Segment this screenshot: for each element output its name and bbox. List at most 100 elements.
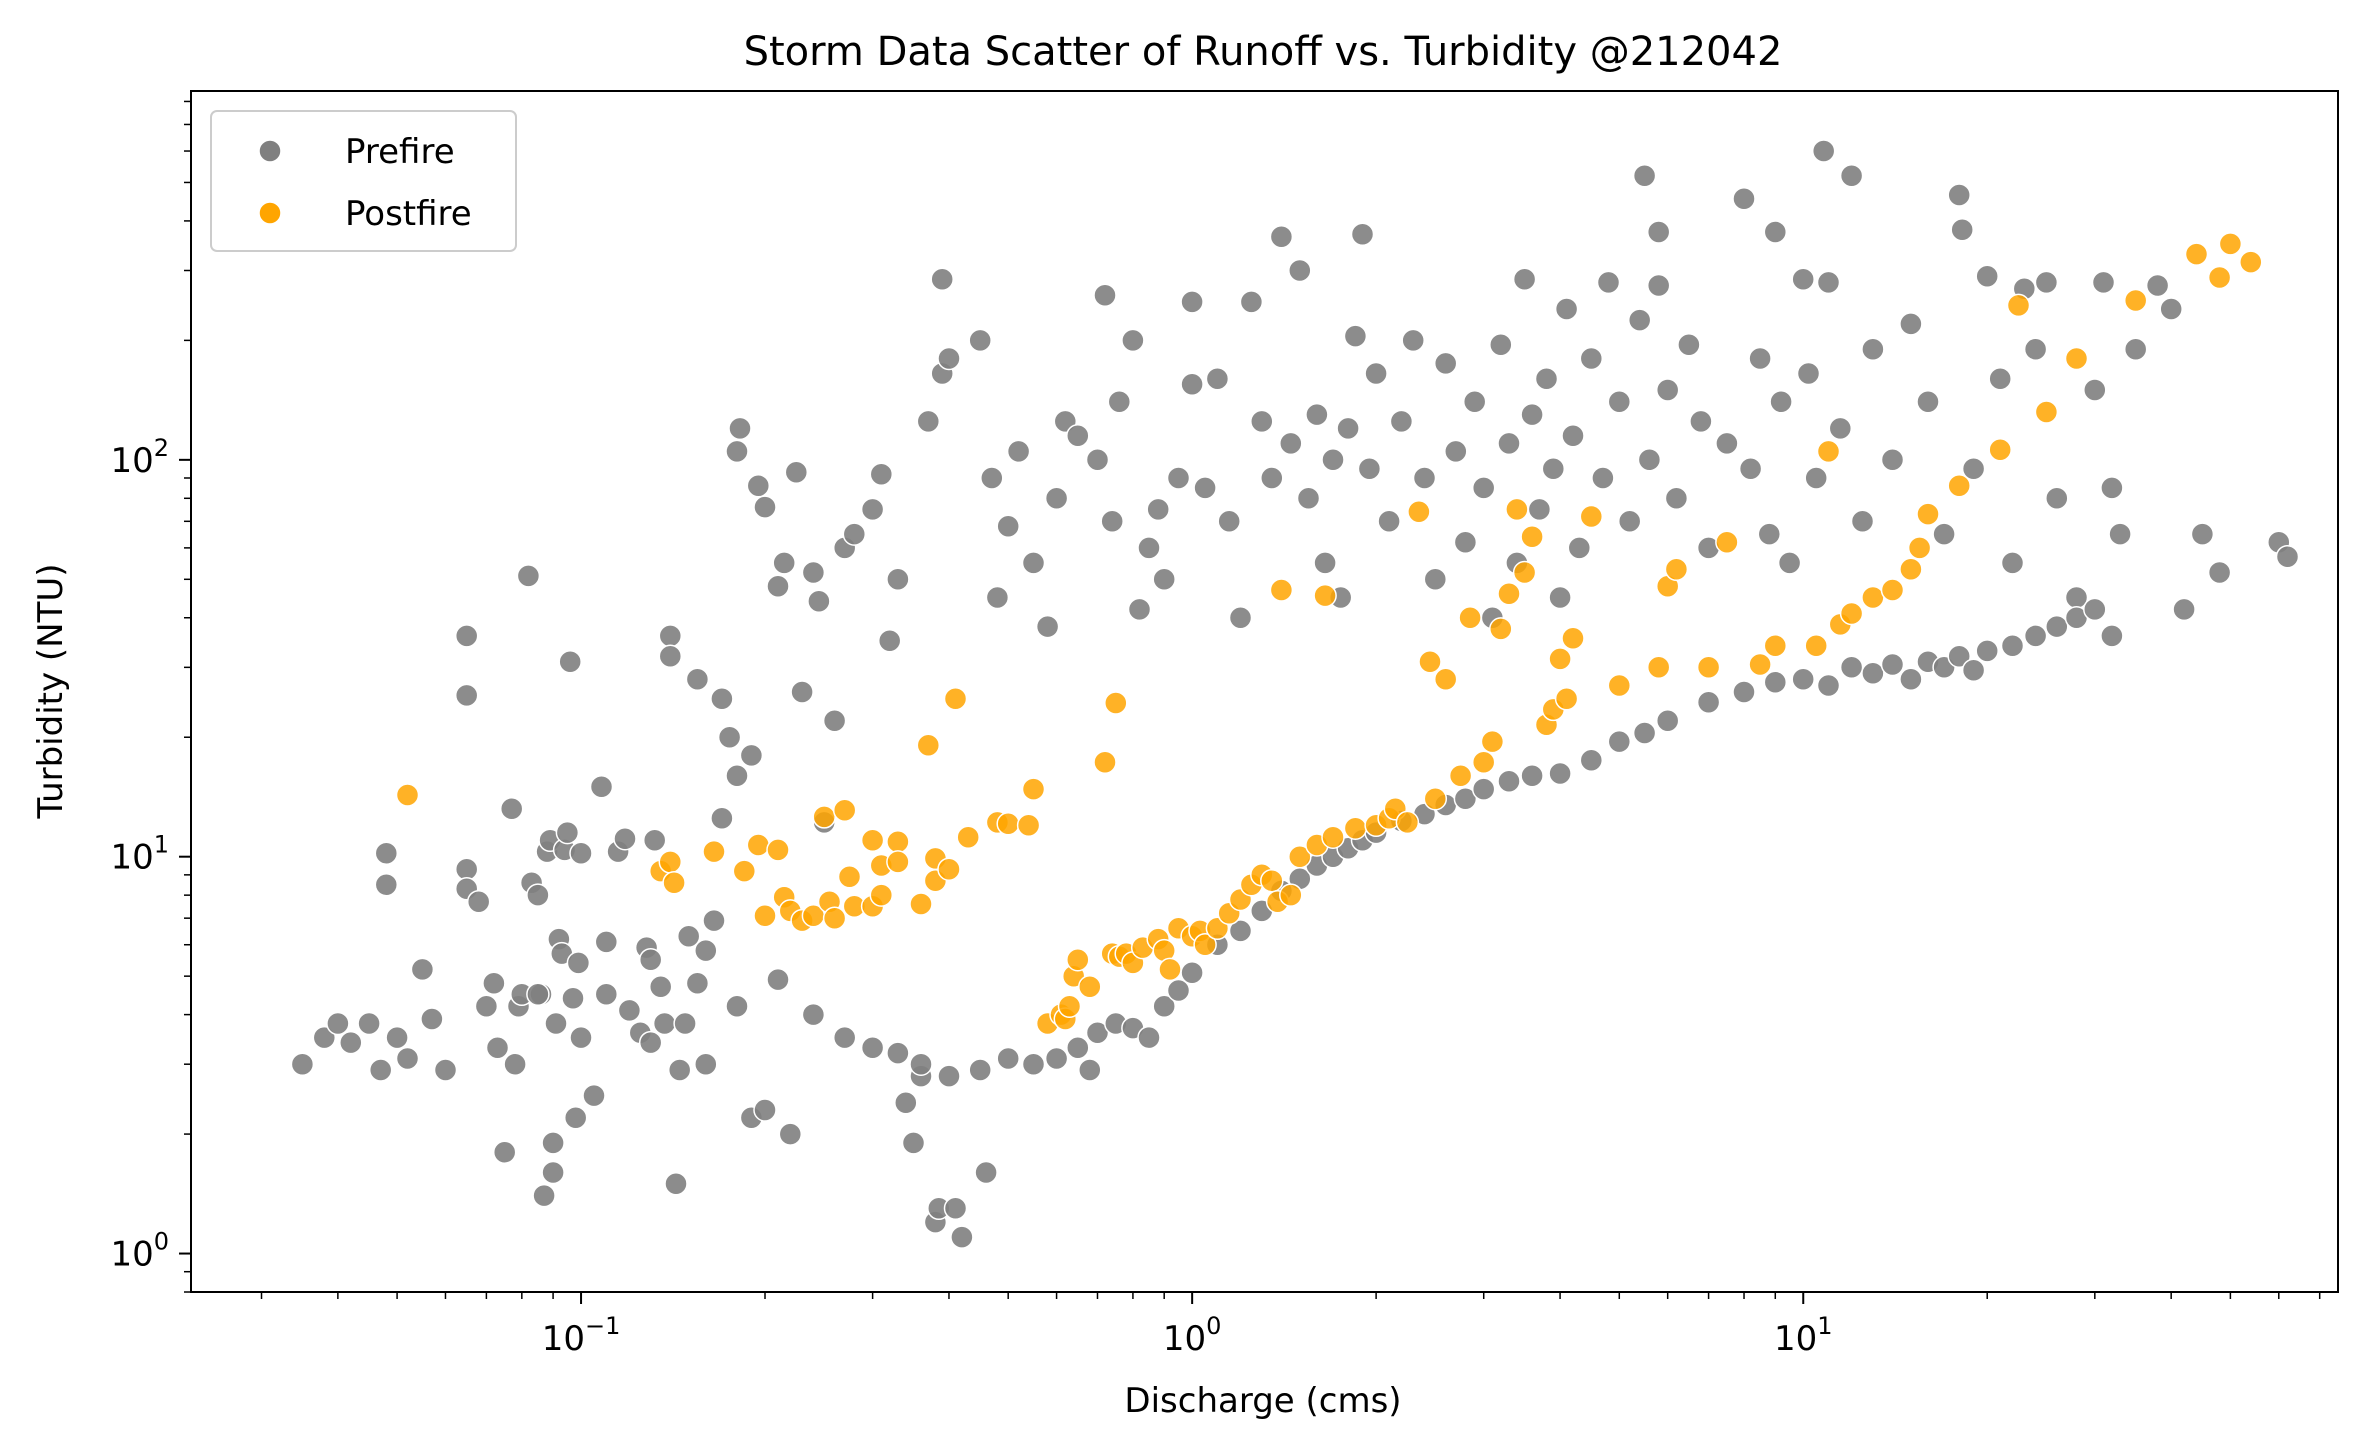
point-prefire-164 [1541, 456, 1566, 481]
point-prefire-119 [1127, 597, 1152, 622]
point-prefire-133 [1269, 224, 1294, 249]
point-prefire-292 [2023, 624, 2048, 648]
point-prefire-192 [1791, 267, 1815, 292]
point-prefire-276 [1655, 709, 1680, 733]
point-prefire-103 [974, 1160, 998, 1185]
point-postfire-16 [832, 798, 857, 822]
point-prefire-75 [753, 1098, 777, 1122]
x-tick-label: 101 [1774, 1312, 1833, 1359]
point-prefire-157 [1489, 332, 1513, 357]
point-postfire-99 [1715, 530, 1739, 554]
point-prefire-296 [2100, 624, 2124, 648]
point-postfire-111 [1947, 474, 1971, 498]
point-prefire-191 [1777, 551, 1802, 575]
point-postfire-94 [1607, 673, 1632, 698]
point-prefire-67 [717, 725, 742, 749]
point-prefire-247 [1066, 1036, 1090, 1060]
point-prefire-290 [1975, 639, 1999, 663]
point-prefire-18 [492, 1140, 517, 1164]
point-prefire-47 [613, 826, 637, 851]
point-postfire-29 [937, 857, 961, 881]
point-prefire-270 [1497, 769, 1521, 793]
point-prefire-106 [996, 514, 1020, 539]
point-prefire-174 [1627, 308, 1652, 332]
point-prefire-13 [454, 857, 479, 881]
point-prefire-219 [2108, 522, 2132, 546]
plot-frame [190, 90, 2339, 1293]
point-prefire-152 [1444, 439, 1468, 464]
point-prefire-186 [1738, 456, 1763, 481]
point-prefire-90 [886, 567, 910, 592]
point-prefire-167 [1561, 424, 1585, 448]
point-prefire-108 [1021, 551, 1046, 575]
point-postfire-109 [1907, 536, 1932, 560]
point-prefire-204 [1932, 522, 1956, 546]
point-postfire-97 [1664, 557, 1689, 582]
point-prefire-3 [339, 1030, 363, 1055]
point-prefire-295 [2083, 597, 2107, 622]
point-prefire-256 [1228, 919, 1253, 943]
x-tick-label: 100 [1163, 1312, 1222, 1359]
point-prefire-229 [395, 1046, 420, 1071]
point-prefire-189 [1763, 220, 1788, 244]
point-prefire-63 [694, 1052, 718, 1076]
point-prefire-92 [901, 1131, 926, 1155]
point-prefire-88 [869, 462, 894, 486]
point-prefire-283 [1861, 661, 1885, 685]
point-prefire-168 [1567, 536, 1592, 560]
legend-label-postfire: Postfire [345, 194, 472, 234]
point-prefire-271 [1520, 763, 1544, 788]
point-postfire-3 [662, 870, 686, 895]
point-prefire-278 [1732, 680, 1756, 704]
point-prefire-114 [1085, 448, 1110, 472]
point-postfire-105 [1839, 601, 1864, 626]
point-prefire-94 [916, 409, 941, 434]
point-prefire-182 [1689, 409, 1713, 434]
point-prefire-112 [1066, 424, 1090, 448]
legend: Prefire Postfire [210, 110, 517, 252]
point-prefire-217 [2091, 270, 2116, 295]
point-postfire-8 [766, 838, 790, 862]
point-prefire-0 [290, 1052, 315, 1076]
point-prefire-60 [676, 924, 701, 949]
point-prefire-153 [1453, 530, 1478, 554]
point-prefire-8 [410, 957, 435, 982]
point-prefire-198 [1839, 163, 1864, 188]
point-prefire-69 [728, 416, 752, 441]
point-prefire-199 [1850, 509, 1875, 534]
point-prefire-135 [1288, 258, 1312, 283]
point-prefire-143 [1350, 222, 1375, 247]
series-prefire [290, 139, 2300, 1249]
point-prefire-138 [1313, 551, 1337, 575]
point-prefire-190 [1769, 390, 1793, 414]
point-prefire-239 [860, 1036, 885, 1060]
point-prefire-281 [1816, 673, 1841, 698]
point-postfire-100 [1748, 652, 1772, 677]
point-prefire-248 [1085, 1021, 1110, 1045]
point-prefire-15 [466, 889, 491, 914]
point-prefire-57 [664, 1171, 688, 1196]
point-prefire-151 [1433, 351, 1458, 376]
point-prefire-187 [1748, 346, 1772, 371]
legend-marker-prefire [258, 139, 282, 163]
point-postfire-87 [1520, 525, 1544, 549]
point-prefire-38 [561, 986, 585, 1010]
x-tick-label: 10−1 [542, 1312, 621, 1359]
point-postfire-23 [886, 830, 910, 854]
point-postfire-92 [1561, 626, 1585, 651]
point-prefire-284 [1880, 652, 1905, 677]
point-prefire-44 [589, 775, 614, 799]
legend-frame [210, 110, 517, 252]
point-prefire-142 [1343, 324, 1368, 348]
point-postfire-0 [395, 783, 420, 807]
point-prefire-130 [1239, 290, 1264, 314]
point-prefire-253 [1166, 978, 1191, 1003]
point-prefire-78 [778, 1122, 803, 1146]
point-postfire-70 [1343, 816, 1368, 840]
point-prefire-213 [2034, 270, 2059, 295]
point-prefire-145 [1364, 361, 1388, 386]
point-prefire-55 [658, 624, 683, 648]
point-prefire-27 [532, 1183, 556, 1208]
point-prefire-238 [832, 1025, 857, 1050]
point-prefire-52 [642, 828, 667, 853]
